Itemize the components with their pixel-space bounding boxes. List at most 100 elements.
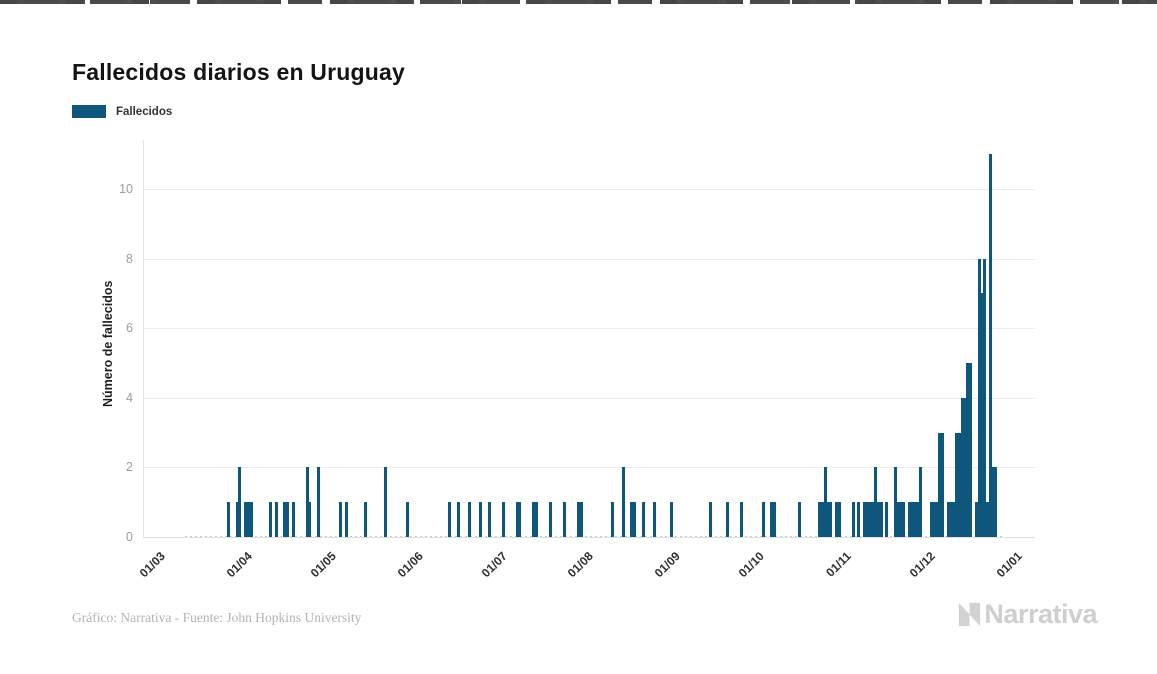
bar[interactable] xyxy=(487,502,491,537)
bar[interactable] xyxy=(885,502,889,537)
bar[interactable] xyxy=(915,502,919,537)
bar[interactable] xyxy=(579,502,583,537)
bar[interactable] xyxy=(871,502,875,537)
bar[interactable] xyxy=(862,502,866,537)
bar[interactable] xyxy=(515,502,519,537)
x-axis-tick-labels: 01/03 01/04 01/05 01/06 01/07 01/08 01/09 01/10… xyxy=(137,537,1035,597)
bar[interactable] xyxy=(991,467,995,537)
bar[interactable] xyxy=(823,467,827,537)
bar[interactable] xyxy=(941,433,945,537)
bar[interactable] xyxy=(238,467,242,537)
bar[interactable] xyxy=(383,467,387,537)
bar[interactable] xyxy=(879,502,883,537)
bar[interactable] xyxy=(946,502,950,537)
bar[interactable] xyxy=(316,467,320,537)
bar[interactable] xyxy=(577,502,581,537)
bar[interactable] xyxy=(563,502,567,537)
bar[interactable] xyxy=(274,502,278,537)
bar[interactable] xyxy=(269,502,273,537)
bar[interactable] xyxy=(980,293,984,537)
bar[interactable] xyxy=(851,502,855,537)
bar[interactable] xyxy=(641,502,645,537)
bar[interactable] xyxy=(966,363,970,537)
bar[interactable] xyxy=(873,467,877,537)
bar[interactable] xyxy=(826,502,830,537)
page-title: Fallecidos diarios en Uruguay xyxy=(72,59,405,86)
bar[interactable] xyxy=(829,502,833,537)
bar[interactable] xyxy=(955,433,959,537)
bar[interactable] xyxy=(227,502,231,537)
bar[interactable] xyxy=(364,502,368,537)
bar[interactable] xyxy=(467,502,471,537)
bar[interactable] xyxy=(739,502,743,537)
legend-item-fallecidos[interactable]: Fallecidos xyxy=(72,105,172,118)
bar[interactable] xyxy=(773,502,777,537)
bar[interactable] xyxy=(770,502,774,537)
bar[interactable] xyxy=(243,502,247,537)
bar[interactable] xyxy=(963,398,967,537)
bar[interactable] xyxy=(549,502,553,537)
bar[interactable] xyxy=(344,502,348,537)
bar[interactable] xyxy=(876,502,880,537)
bar[interactable] xyxy=(896,502,900,537)
bar[interactable] xyxy=(761,502,765,537)
bar[interactable] xyxy=(652,502,656,537)
bar[interactable] xyxy=(938,433,942,537)
bar[interactable] xyxy=(960,398,964,537)
bar[interactable] xyxy=(339,502,343,537)
bar[interactable] xyxy=(893,467,897,537)
bar[interactable] xyxy=(820,502,824,537)
bar[interactable] xyxy=(630,502,634,537)
bar[interactable] xyxy=(969,363,973,537)
bar[interactable] xyxy=(725,502,729,537)
bar[interactable] xyxy=(983,259,987,537)
bar[interactable] xyxy=(621,467,625,537)
bar[interactable] xyxy=(857,502,861,537)
bar[interactable] xyxy=(235,502,239,537)
bar[interactable] xyxy=(837,502,841,537)
bar[interactable] xyxy=(899,502,903,537)
bar[interactable] xyxy=(501,502,505,537)
bar[interactable] xyxy=(479,502,483,537)
bar[interactable] xyxy=(910,502,914,537)
bar[interactable] xyxy=(610,502,614,537)
bar[interactable] xyxy=(633,502,637,537)
bar[interactable] xyxy=(865,502,869,537)
bar[interactable] xyxy=(456,502,460,537)
bar[interactable] xyxy=(907,502,911,537)
bar[interactable] xyxy=(518,502,522,537)
bar[interactable] xyxy=(985,502,989,537)
bar[interactable] xyxy=(977,259,981,537)
bar[interactable] xyxy=(932,502,936,537)
bar[interactable] xyxy=(834,502,838,537)
bar[interactable] xyxy=(708,502,712,537)
bar[interactable] xyxy=(957,433,961,537)
bar[interactable] xyxy=(913,502,917,537)
bar[interactable] xyxy=(669,502,673,537)
bar[interactable] xyxy=(929,502,933,537)
bar[interactable] xyxy=(901,502,905,537)
bar[interactable] xyxy=(952,502,956,537)
bar[interactable] xyxy=(535,502,539,537)
bar[interactable] xyxy=(406,502,410,537)
bar[interactable] xyxy=(918,467,922,537)
y-tick-label: 0 xyxy=(126,530,133,544)
bar[interactable] xyxy=(988,154,992,537)
bar[interactable] xyxy=(448,502,452,537)
bar[interactable] xyxy=(994,467,998,537)
bar[interactable] xyxy=(868,502,872,537)
bar[interactable] xyxy=(798,502,802,537)
bar[interactable] xyxy=(949,502,953,537)
bar[interactable] xyxy=(285,502,289,537)
y-axis-line xyxy=(143,140,144,538)
bar[interactable] xyxy=(532,502,536,537)
bar[interactable] xyxy=(249,502,253,537)
bar[interactable] xyxy=(283,502,287,537)
bar[interactable] xyxy=(246,502,250,537)
bar[interactable] xyxy=(291,502,295,537)
bar[interactable] xyxy=(974,502,978,537)
bar[interactable] xyxy=(817,502,821,537)
bar[interactable] xyxy=(935,502,939,537)
bar[interactable] xyxy=(305,467,309,537)
bar[interactable] xyxy=(308,502,312,537)
